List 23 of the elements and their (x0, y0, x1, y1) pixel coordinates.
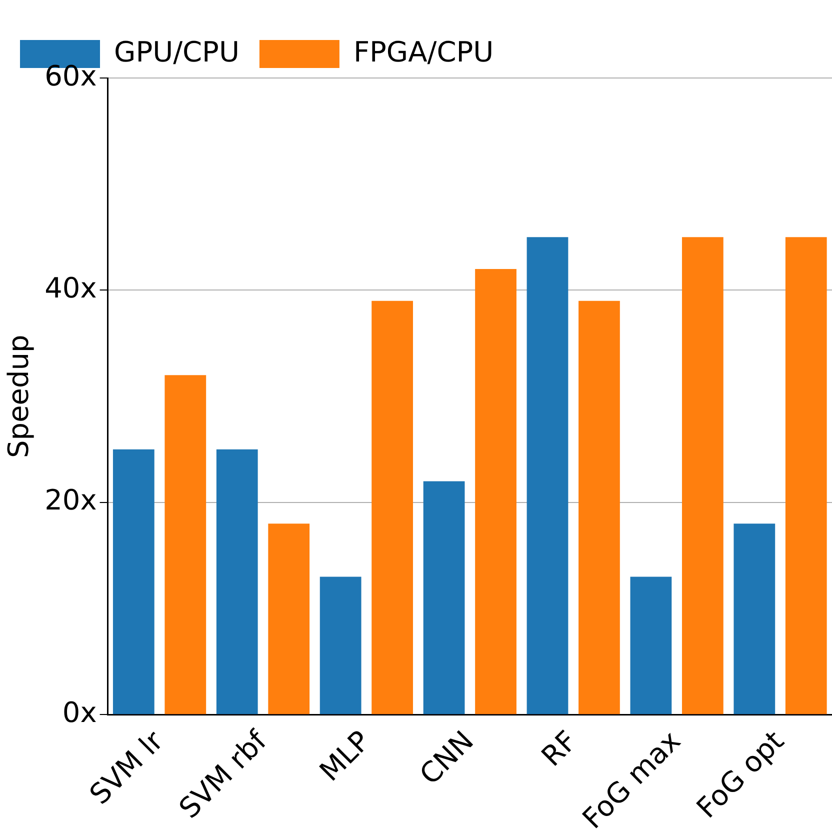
bar (216, 449, 258, 714)
bar (475, 269, 516, 714)
y-axis-title: Speedup (2, 334, 36, 458)
x-tick-label: RF (534, 724, 584, 773)
bar (734, 524, 776, 714)
bar (630, 576, 672, 714)
bar (578, 300, 620, 714)
y-tick-label: 60x (44, 59, 97, 92)
bar (164, 375, 206, 714)
bar (112, 449, 154, 714)
legend-label: GPU/CPU (114, 35, 240, 68)
bar (526, 237, 568, 714)
legend-label: FPGA/CPU (353, 35, 494, 68)
bar (423, 481, 465, 714)
bar (320, 576, 362, 714)
bar (682, 237, 724, 714)
y-tick-label: 0x (62, 696, 97, 729)
x-tick-label: FoG opt (690, 724, 790, 825)
y-tick-label: 40x (44, 272, 97, 305)
bar (268, 524, 310, 714)
y-tick-label: 20x (44, 484, 97, 517)
bar (785, 237, 827, 714)
bar (372, 300, 413, 714)
